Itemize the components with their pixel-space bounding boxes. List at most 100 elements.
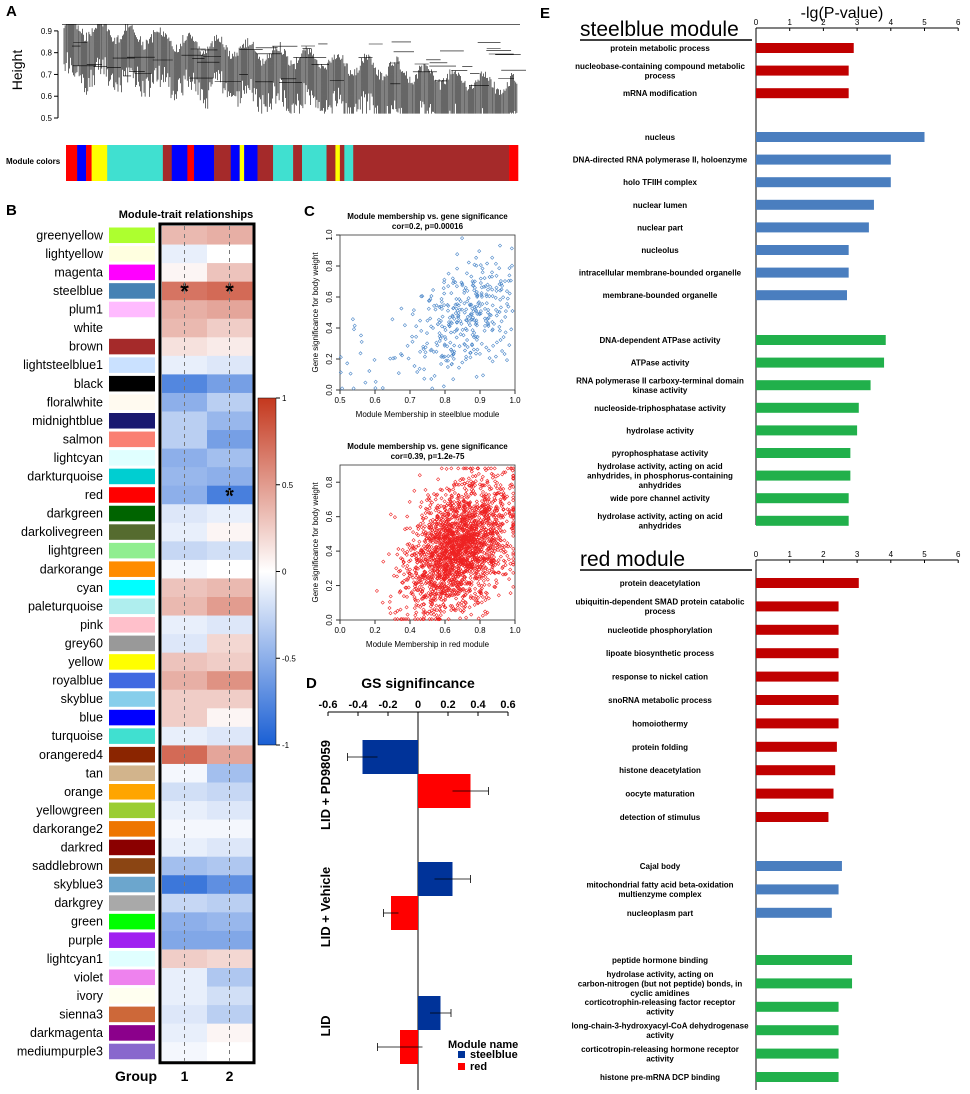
- b-module-name: blue: [79, 711, 103, 725]
- d-group-label: LID + PD98059: [318, 740, 333, 830]
- e-x-tick-label: 4: [889, 550, 894, 559]
- panel-d-bar: D GS signifincance -0.6 -0.4 -0.2 0 0.2 0.4 0.6…: [306, 675, 518, 1090]
- e-bar-cc: [756, 132, 925, 142]
- a-color-segment: [66, 145, 78, 181]
- e-term-label-line: peptide hormone binding: [612, 956, 708, 965]
- b-row-lightgreen: lightgreen: [48, 541, 253, 561]
- b-heat-cell: [162, 430, 208, 449]
- e-bar-mf: [756, 335, 886, 345]
- e-module-red: red module 0 1 2 3 4 5 6 protein deacetylation ub…: [571, 548, 961, 1090]
- b-color-scale: 1 0.5 0 -0.5 -1: [257, 394, 296, 750]
- e-x-tick-label: 6: [956, 550, 961, 559]
- e-term-label: lipoate biosynthetic process: [606, 649, 715, 658]
- b-module-name: skyblue: [61, 692, 103, 706]
- d-x-tick-label: -0.6: [319, 699, 338, 711]
- e-bar-mf: [756, 1072, 839, 1082]
- e-term-label: hydrolase activity, acting on carbon-nitr…: [578, 970, 743, 998]
- c1-y-tick-label: 0.6: [325, 291, 334, 303]
- a-y-tick-label: 0.8: [41, 49, 53, 58]
- e-bar-bp: [756, 65, 849, 76]
- b-heat-cell: [207, 726, 253, 746]
- b-heat-cell: [162, 244, 208, 264]
- e-bar-cc: [756, 907, 832, 918]
- e-bar-bp: [756, 43, 854, 53]
- b-scale-tick-label: -1: [282, 741, 290, 750]
- e-x-axis-title: -lg(P-value): [801, 5, 884, 22]
- e-term-label-line: corticotropin-releasing hormone receptor: [581, 1045, 739, 1054]
- a-color-segment: [353, 145, 510, 181]
- e-term-label-line: oocyte maturation: [625, 790, 694, 799]
- b-row-darkorange2: darkorange2: [33, 819, 253, 839]
- c1-x-tick-label: 0.8: [439, 396, 451, 405]
- d-x-tick-label: 0.2: [440, 699, 455, 711]
- e-bar-bp: [756, 718, 839, 729]
- b-row-violet: violet: [74, 968, 253, 987]
- d-title: GS signifincance: [361, 675, 475, 691]
- e-bar-bp: [756, 578, 859, 588]
- d-legend-title: Module name: [448, 1039, 518, 1051]
- a-color-segment: [77, 145, 87, 181]
- e-term-label-line: multienzyme complex: [618, 890, 702, 899]
- a-color-segment: [239, 145, 245, 181]
- b-row-darkmagenta: darkmagenta: [30, 1023, 253, 1043]
- b-row-green: green: [71, 912, 253, 932]
- e-term-label: nucleotide phosphorylation: [608, 626, 713, 635]
- b-module-swatch: [109, 839, 155, 856]
- e-bar-mf: [756, 425, 858, 436]
- b-heat-cell: [207, 430, 253, 449]
- e-term-label-line: pyrophosphatase activity: [612, 449, 709, 458]
- b-group-label: Group: [115, 1068, 157, 1084]
- b-module-name: darkmagenta: [30, 1026, 103, 1040]
- b-row-midnightblue: midnightblue: [32, 411, 253, 431]
- b-heat-cell: [162, 782, 208, 802]
- e-term-label-line: process: [645, 607, 676, 616]
- e-bar-bp: [756, 671, 839, 682]
- b-module-swatch: [109, 802, 155, 819]
- c1-x-tick-label: 0.7: [404, 396, 416, 405]
- b-row-magenta: magenta: [54, 263, 253, 283]
- b-heat-cell: [162, 504, 208, 524]
- b-row-mediumpurple3: mediumpurple3: [17, 1042, 253, 1062]
- b-heat-cell: [207, 912, 253, 932]
- b-module-swatch: [109, 654, 155, 670]
- d-group-label: LID: [318, 1016, 333, 1037]
- b-module-swatch: [109, 468, 155, 485]
- b-module-name: skyblue3: [54, 878, 103, 892]
- e-bar-mf: [756, 402, 859, 413]
- b-row-lightcyan1: lightcyan1: [47, 949, 253, 969]
- b-row-darkorange: darkorange: [40, 559, 253, 579]
- e-term-label-line: nuclear lumen: [633, 201, 687, 210]
- c1-x-tick-label: 0.9: [474, 396, 486, 405]
- b-heatmap-border: [158, 222, 256, 1065]
- e-term-label: detection of stimulus: [620, 813, 701, 822]
- b-module-name: darkorange: [40, 562, 103, 576]
- b-module-swatch: [109, 338, 155, 355]
- e-term-label: holo TFIIH complex: [623, 178, 697, 187]
- b-row-lightyellow: lightyellow: [45, 244, 253, 264]
- e-term-label-line: hydrolase activity, acting on: [607, 970, 714, 979]
- e-bar-bp: [756, 812, 829, 822]
- b-module-swatch: [109, 691, 155, 707]
- e-term-label: mitochondrial fatty acid beta-oxidation m…: [586, 881, 733, 900]
- b-module-swatch: [109, 784, 155, 800]
- e-term-label: ubiquitin-dependent SMAD protein catabol…: [576, 598, 745, 617]
- b-module-name: tan: [86, 766, 103, 780]
- a-color-segment: [509, 145, 519, 181]
- a-module-color-bar: [66, 145, 519, 181]
- d-legend-swatch: [458, 1051, 465, 1058]
- b-heat-cell: [207, 615, 253, 635]
- c1-y-tick-label: 0.8: [325, 260, 334, 272]
- e-term-label-line: corticotrophin-releasing factor receptor: [585, 998, 736, 1007]
- c1-x-axis-label: Module Membership in steelblue module: [356, 410, 500, 419]
- e-x-tick-label: 2: [821, 550, 826, 559]
- d-legend-label: red: [470, 1061, 487, 1073]
- b-heat-cell: [207, 559, 253, 579]
- a-color-segment: [273, 145, 294, 181]
- b-module-swatch: [109, 561, 155, 577]
- e-term-label-line: histone deacetylation: [619, 766, 701, 775]
- c1-y-tick-label: 0.0: [325, 384, 334, 396]
- e-term-label-line: DNA-directed RNA polymerase II, holoenzy…: [573, 156, 748, 165]
- e-x-tick-label: 3: [855, 18, 860, 27]
- panel-c-scatter: C Module membership vs. gene significanc…: [304, 203, 521, 649]
- c2-x-axis-label: Module Membership in red module: [366, 640, 490, 649]
